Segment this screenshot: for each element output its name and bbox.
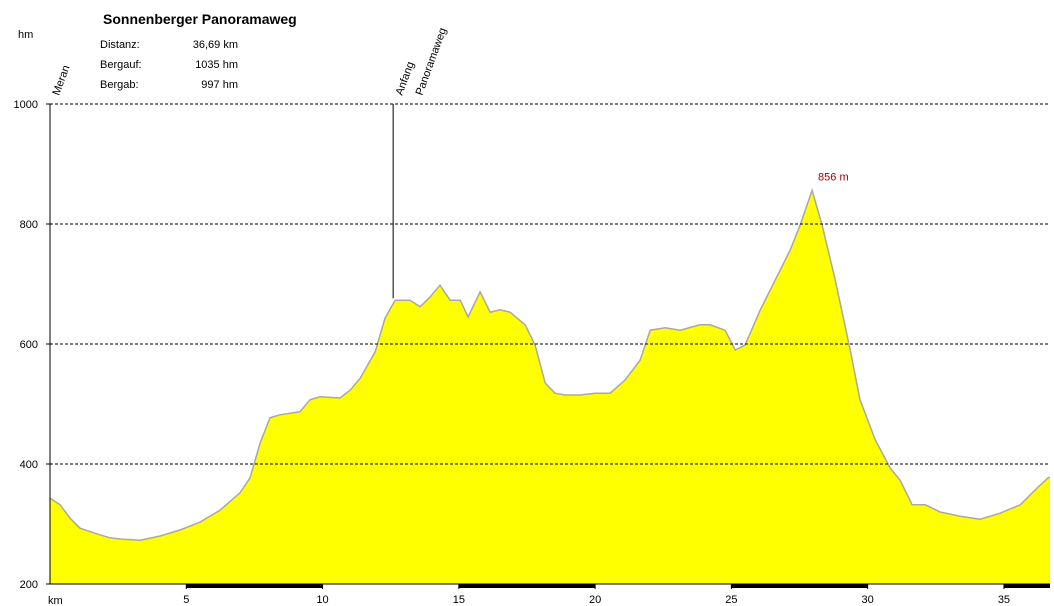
x-tick-label: 35 [998,594,1010,606]
y-tick-label: 600 [20,339,38,351]
elevation-line [49,187,1051,541]
x-tick-label: 25 [725,594,737,606]
x-tick-label: 30 [862,594,874,606]
x-axis-label: km [48,595,63,606]
y-tick-label: 1000 [14,99,38,111]
x-tick-label: 5 [183,594,189,606]
y-tick-label: 200 [20,579,38,591]
x-scale-band [458,584,596,588]
info-label: Bergauf: [100,59,142,71]
marker-label: Meran [51,64,73,97]
info-value: 36,69 km [193,39,238,51]
y-tick-label: 400 [20,459,38,471]
chart-title: Sonnenberger Panoramaweg [103,11,297,27]
y-axis-label: hm [18,29,33,41]
marker-label: Panoramaweg [414,26,450,97]
info-label: Distanz: [100,39,140,51]
info-value: 997 hm [201,79,238,91]
x-tick-label: 15 [453,594,465,606]
x-tick-label: 20 [589,594,601,606]
peak-label: 856 m [818,171,849,183]
x-tick-label: 10 [316,594,328,606]
info-label: Bergab: [100,79,139,91]
x-scale-band [186,584,323,588]
y-tick-label: 800 [20,219,38,231]
x-scale-band [731,584,868,588]
x-scale-band [1003,584,1050,588]
info-value: 1035 hm [195,59,238,71]
elevation-area [50,190,1050,584]
